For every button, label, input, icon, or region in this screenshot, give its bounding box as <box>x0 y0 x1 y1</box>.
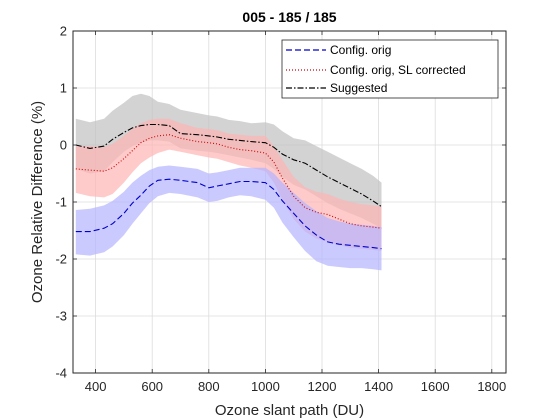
y-tick-label: 2 <box>60 24 67 39</box>
chart-title: 005 - 185 / 185 <box>242 9 336 25</box>
y-tick-label: -3 <box>55 309 67 324</box>
x-tick-label: 1200 <box>308 379 337 394</box>
x-tick-label: 1400 <box>364 379 393 394</box>
band-dashed <box>75 165 382 271</box>
x-tick-label: 800 <box>198 379 220 394</box>
series-lines <box>75 123 382 250</box>
x-axis-label: Ozone slant path (DU) <box>215 402 364 419</box>
y-tick-label: -1 <box>55 195 67 210</box>
y-tick-label: 0 <box>60 138 67 153</box>
x-tick-label: 1000 <box>251 379 280 394</box>
y-tick-label: -4 <box>55 366 67 381</box>
x-tick-label: 600 <box>141 379 163 394</box>
legend-label-sl-corrected: Config. orig, SL corrected <box>330 63 466 77</box>
y-tick-label: 1 <box>60 81 67 96</box>
y-axis-label: Ozone Relative Difference (%) <box>29 101 46 303</box>
legend-label-suggested: Suggested <box>330 81 387 95</box>
x-tick-label: 400 <box>85 379 107 394</box>
uncertainty-bands <box>75 93 382 271</box>
series-line-dashed <box>75 178 382 250</box>
x-axis-ticks: 400 600 800 1000 1200 1400 1600 1800 <box>85 31 506 394</box>
y-tick-label: -2 <box>55 252 67 267</box>
series-line-dashdot <box>75 123 382 208</box>
y-axis-ticks: -4 -3 -2 -1 0 1 2 <box>55 24 506 381</box>
legend: Config. orig Config. orig, SL corrected … <box>281 39 499 99</box>
x-tick-label: 1600 <box>421 379 450 394</box>
x-tick-label: 1800 <box>477 379 506 394</box>
legend-label-config-orig: Config. orig <box>330 43 391 57</box>
